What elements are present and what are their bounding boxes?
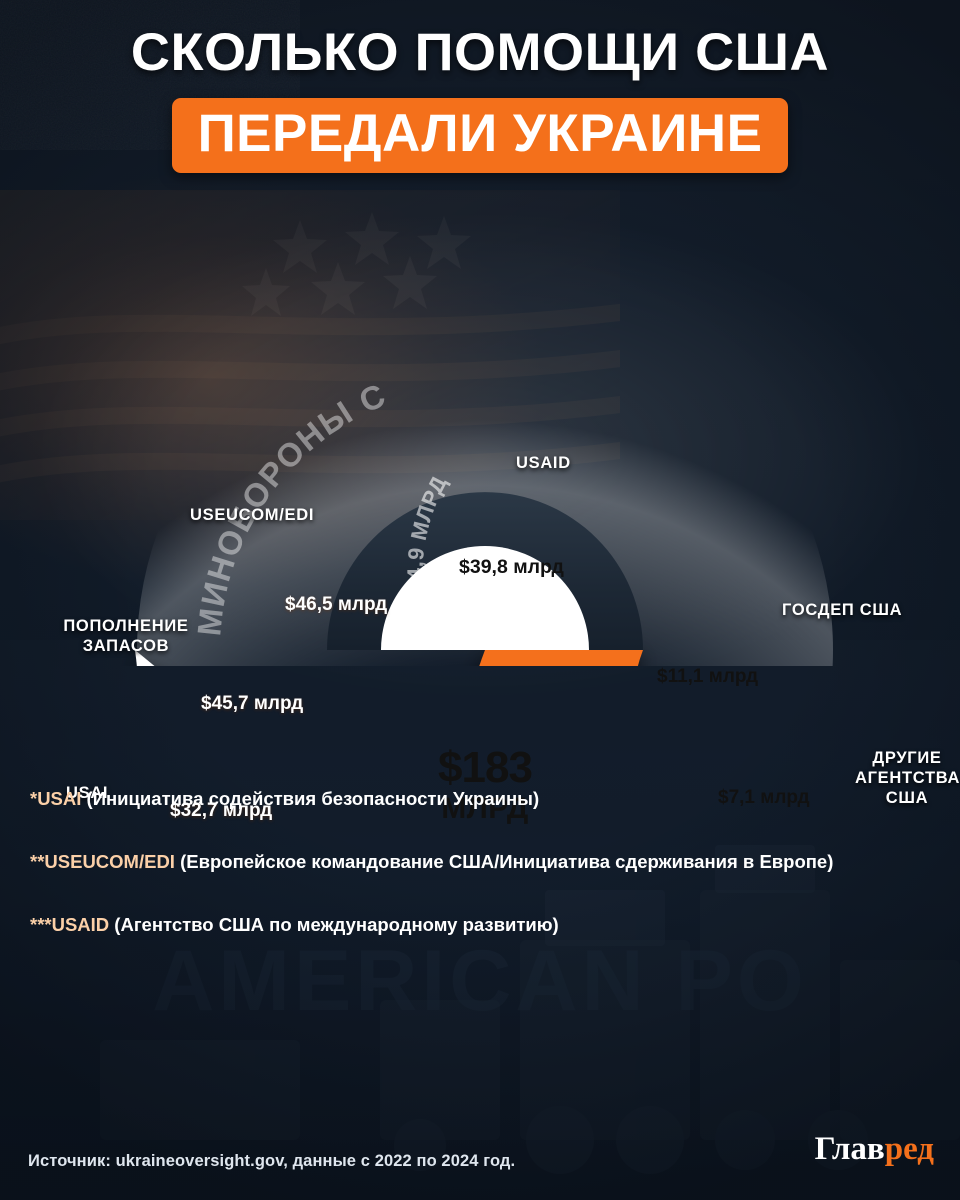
- logo-text-part1: Глав: [814, 1131, 885, 1167]
- footnote-desc: (Инициатива содействия безопасности Укра…: [81, 788, 540, 809]
- page-title-line-1: СКОЛЬКО ПОМОЩИ США: [130, 23, 830, 82]
- title-band-wrapper: ПЕРЕДАЛИ УКРАИНЕ: [0, 98, 960, 173]
- label-usaid: USAID: [516, 454, 571, 472]
- title-highlight-band: ПЕРЕДАЛИ УКРАИНЕ: [171, 98, 789, 173]
- footnote-item: *USAI (Инициатива содействия безопасност…: [30, 784, 910, 813]
- label-popolnenie-zapasov: ПОПОЛНЕНИЕ ЗАПАСОВ: [63, 617, 189, 655]
- page-title-line-2: ПЕРЕДАЛИ УКРАИНЕ: [197, 104, 763, 163]
- footnote-abbr: *USAI: [30, 788, 82, 809]
- footnote-item: **USEUCOM/EDI (Европейское командование …: [30, 847, 910, 876]
- value-gosdep-usa: $11,1 млрд: [657, 666, 759, 687]
- footnote-desc: (Европейское командование США/Инициатива…: [174, 851, 834, 873]
- value-popolnenie-zapasov: $45,7 млрд: [201, 693, 304, 714]
- header: СКОЛЬКО ПОМОЩИ США ПЕРЕДАЛИ УКРАИНЕ: [0, 0, 960, 173]
- footnote-abbr: **USEUCOM/EDI: [30, 851, 175, 873]
- footnote-desc: (Агентство США по международному развити…: [109, 914, 559, 936]
- glavred-logo[interactable]: Главред: [815, 1133, 934, 1166]
- value-useucom-edi: $46,5 млрд: [285, 594, 388, 615]
- semi-donut-chart: МИНОБОРОНЫ США $124,9 МЛРД USEUCOM/EDI U…: [0, 196, 960, 824]
- source-text: Источник: ukraineoversight.gov, данные с…: [28, 1152, 516, 1170]
- footnotes-list: *USAI (Инициатива содействия безопасност…: [30, 784, 910, 974]
- footnote-abbr: ***USAID: [30, 914, 110, 936]
- value-usaid: $39,8 млрд: [459, 556, 564, 578]
- label-gosdep-usa: ГОСДЕП США: [782, 601, 903, 619]
- label-useucom-edi: USEUCOM/EDI: [190, 506, 315, 524]
- footnote-item: ***USAID (Агентство США по международном…: [30, 910, 910, 939]
- logo-text-part2: ред: [884, 1131, 934, 1167]
- donut-svg: МИНОБОРОНЫ США $124,9 МЛРД: [0, 196, 835, 666]
